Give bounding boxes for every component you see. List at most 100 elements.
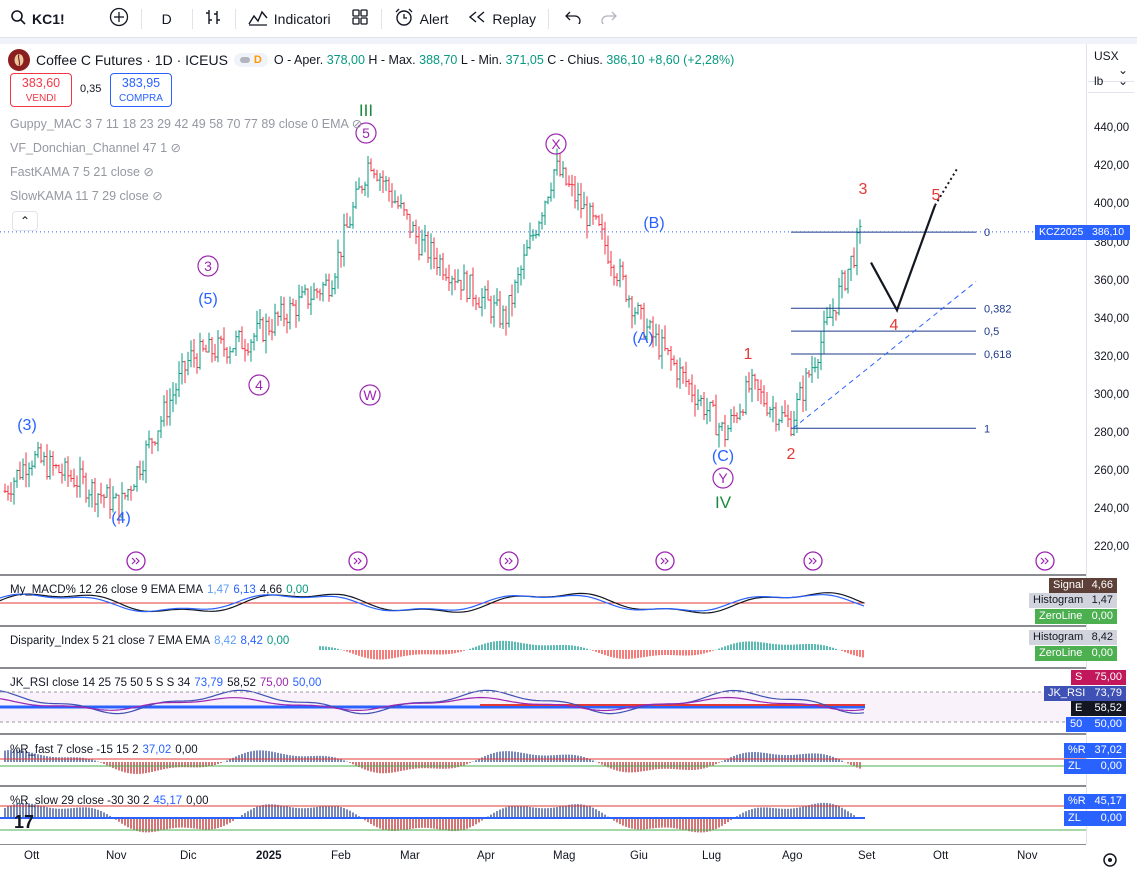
- rsi-e-badge: E 58,52: [1071, 701, 1126, 716]
- indicator-donchian[interactable]: VF_Donchian_Channel 47 1 ⊘: [10, 141, 182, 155]
- bar-chart-icon: [205, 8, 223, 29]
- disparity-pane-label[interactable]: Disparity_Index 5 21 close 7 EMA EMA 8,42…: [10, 635, 290, 647]
- currency-selector[interactable]: USX ⌄: [1088, 45, 1134, 82]
- wave-1-text: 1: [744, 346, 753, 363]
- collapse-legend-button[interactable]: ⌃: [12, 211, 38, 231]
- time-tick-label: Nov: [106, 850, 127, 862]
- rsi-s-badge: S 75,00: [1071, 670, 1126, 685]
- grid-icon: [351, 8, 369, 29]
- wave-3-text: 3: [859, 181, 868, 198]
- sell-button[interactable]: 383,60 VENDI: [10, 73, 72, 107]
- redo-button[interactable]: [595, 0, 623, 38]
- buy-label: COMPRA: [119, 93, 163, 104]
- macd-signal-line: [0, 593, 865, 613]
- macd-zeroline-badge: ZeroLine 0,00: [1035, 609, 1117, 624]
- event-marker-arrow: [131, 557, 140, 565]
- indicator-slowkama[interactable]: SlowKAMA 11 7 29 close ⊘: [10, 189, 163, 203]
- fib-level-label: 1: [984, 423, 990, 435]
- event-marker-arrow: [808, 557, 817, 565]
- wave-p4: (4): [111, 510, 131, 527]
- wave-four-circled-text: 4: [255, 377, 263, 393]
- top-toolbar: KC1! D Indicatori: [0, 0, 1137, 38]
- rfast-pane-label[interactable]: %R_fast 7 close -15 15 2 37,02 0,00: [10, 744, 198, 756]
- wave-p3: (3): [17, 417, 37, 434]
- indicators-button[interactable]: Indicatori: [238, 0, 341, 38]
- price-tick-label: 440,00: [1094, 122, 1130, 135]
- disparity-histogram: [319, 640, 864, 660]
- price-tick-label: 300,00: [1094, 388, 1130, 401]
- wave-1: 1: [744, 346, 753, 363]
- search-icon: [10, 9, 26, 28]
- price-tick-label: 420,00: [1094, 160, 1130, 173]
- wave-p5: (5): [198, 291, 218, 308]
- wave-W: W: [359, 384, 381, 406]
- interval-button[interactable]: D: [144, 0, 190, 38]
- tradingview-logo-icon[interactable]: 17: [14, 812, 35, 832]
- time-tick-label: 2025: [256, 850, 282, 862]
- macd-pane-label[interactable]: My_MACD% 12 26 close 9 EMA EMA 1,47 6,13 4,…: [10, 584, 309, 596]
- alert-label: Alert: [419, 10, 449, 27]
- chart-type-button[interactable]: [195, 0, 233, 38]
- unit-selector[interactable]: lb ⌄: [1088, 70, 1134, 93]
- wave-p4-text: (4): [111, 510, 131, 527]
- time-tick-label: Dic: [180, 850, 197, 862]
- time-tick-label: Mar: [400, 850, 420, 862]
- price-tick-label: 320,00: [1094, 350, 1130, 363]
- wave-IV-text: IV: [715, 493, 732, 512]
- time-tick-label: Lug: [702, 850, 722, 862]
- eye-off-icon[interactable]: ⊘: [152, 189, 163, 203]
- wave-pB: (B): [643, 215, 664, 232]
- eye-off-icon[interactable]: ⊘: [170, 141, 182, 155]
- layouts-button[interactable]: [341, 0, 379, 38]
- rsi-pane-label[interactable]: JK_RSI close 14 25 75 50 5 S S 34 73,79 58…: [10, 677, 322, 689]
- compare-button[interactable]: [99, 0, 139, 38]
- last-price-badge: KCZ2025 386,10: [1035, 225, 1130, 240]
- redo-icon: [601, 10, 617, 27]
- wave-X-text: X: [551, 136, 561, 152]
- price-bars: [3, 148, 862, 525]
- buy-button[interactable]: 383,95 COMPRA: [110, 73, 172, 107]
- chevron-down-icon: ⌄: [1117, 74, 1128, 88]
- wave-p5-text: (5): [198, 291, 218, 308]
- eye-off-icon[interactable]: ⊘: [351, 117, 363, 131]
- wave-2: 2: [787, 446, 796, 463]
- settings-icon[interactable]: [1101, 851, 1119, 874]
- time-tick-label: Ott: [24, 850, 40, 862]
- wave-W-circle: [359, 384, 381, 406]
- wave-three-circled: 3: [197, 255, 219, 277]
- replay-button[interactable]: Replay: [458, 0, 546, 38]
- time-tick-label: Ago: [782, 850, 803, 862]
- price-tick-label: 240,00: [1094, 503, 1130, 516]
- eye-off-icon[interactable]: ⊘: [143, 165, 154, 179]
- wave-IV: IV: [715, 493, 732, 512]
- symbol-search-button[interactable]: KC1!: [0, 0, 75, 38]
- wave-pA: (A): [632, 330, 653, 347]
- disp-histogram-badge: Histogram 8,42: [1029, 630, 1117, 645]
- price-tick-label: 220,00: [1094, 541, 1130, 554]
- indicator-fastkama[interactable]: FastKAMA 7 5 21 close ⊘: [10, 165, 154, 179]
- fib-level-label: 0: [984, 227, 990, 239]
- ohlc-values: O - Aper. 378,00 H - Max. 388,70 L - Min…: [273, 53, 735, 67]
- wave-III-text: III: [359, 101, 373, 120]
- time-tick-label: Ott: [933, 850, 949, 862]
- wave-Y-text: Y: [718, 470, 728, 486]
- alert-button[interactable]: Alert: [384, 0, 459, 38]
- instrument-title: Coffee C Futures · 1D · ICEUS: [36, 52, 228, 68]
- trend-dashed-line: [792, 281, 977, 429]
- delay-flag: D: [253, 54, 262, 66]
- event-marker-icon: [655, 551, 675, 571]
- fib-level-label: 0,618: [984, 349, 1012, 361]
- wave-Y: Y: [712, 467, 734, 489]
- price-tick-label: 340,00: [1094, 312, 1130, 325]
- wave-three-circled-text: 3: [204, 258, 212, 274]
- undo-button[interactable]: [551, 0, 595, 38]
- price-tick-label: 260,00: [1094, 465, 1130, 478]
- indicator-guppy[interactable]: Guppy_MAC 3 7 11 18 23 29 42 49 58 70 77…: [10, 117, 363, 131]
- time-tick-label: Mag: [553, 850, 576, 862]
- undo-icon: [565, 10, 581, 27]
- chart-legend: Coffee C Futures · 1D · ICEUS D O - Aper…: [8, 49, 734, 71]
- rslow-pane-label[interactable]: %R_slow 29 close -30 30 2 45,17 0,00: [10, 795, 209, 807]
- data-status-pill[interactable]: D: [233, 53, 268, 67]
- wave-pB-text: (B): [643, 215, 664, 232]
- price-chart[interactable]: 0 0,382 0,5 0,618 1 III IV 5 3 4 W X Y (3) (4) (5) (A) (B…: [0, 0, 1086, 845]
